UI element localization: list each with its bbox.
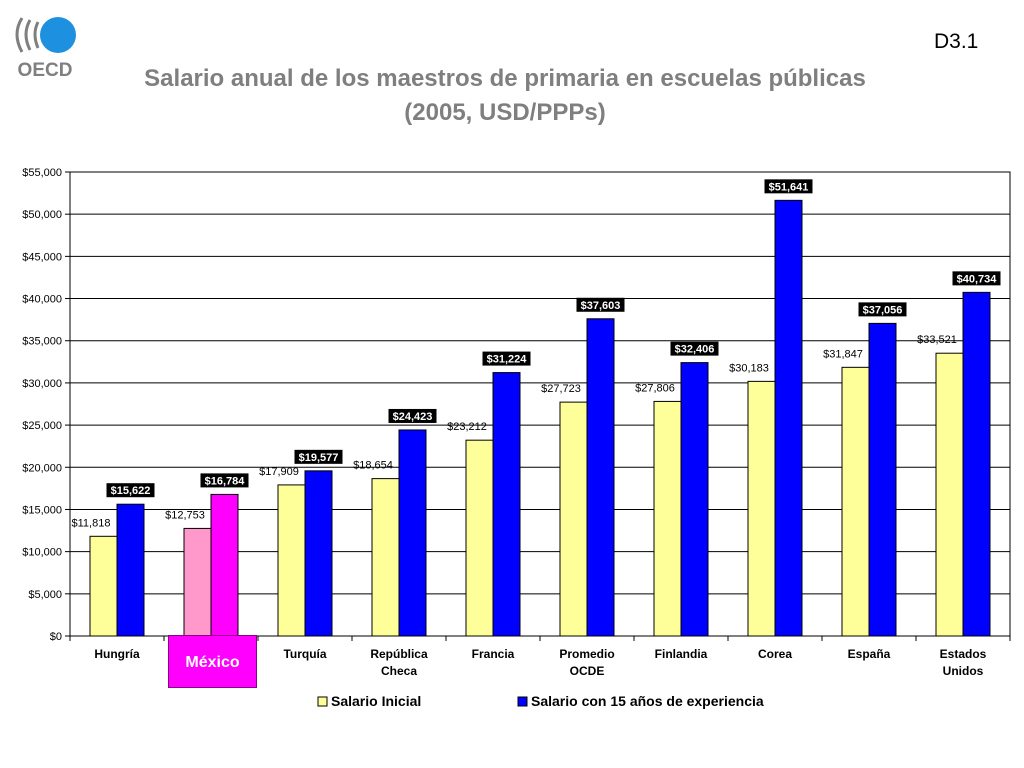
category-label: Corea [758,647,792,661]
y-tick-label: $20,000 [22,462,62,474]
y-tick-label: $30,000 [22,378,62,390]
value-label-experienced: $51,641 [769,181,809,193]
value-label-initial: $12,753 [165,509,205,521]
value-label-experienced: $24,423 [393,411,433,423]
value-label-experienced: $37,603 [581,300,621,312]
bar-initial [559,401,588,637]
value-label-bg [388,408,437,423]
bar-experienced [962,291,991,637]
value-label-experienced: $31,224 [487,354,528,366]
legend-label-initial: Salario Inicial [331,693,421,709]
y-tick-label: $35,000 [22,336,62,348]
value-label-initial: $17,909 [259,466,299,478]
value-label-initial: $23,212 [447,421,487,433]
value-label-bg [858,302,907,317]
bar-initial [371,478,400,637]
legend-swatch-initial [317,696,328,707]
legend-swatch-experienced [517,696,528,707]
value-label-bg [200,473,249,488]
bar-initial [747,380,776,637]
value-label-initial: $27,723 [541,383,581,395]
value-label-experienced: $16,784 [205,475,246,487]
category-label: Estados [940,647,987,661]
category-label: Finlandia [655,647,708,661]
bar-experienced [680,362,709,637]
bar-experienced [868,322,897,637]
value-label-initial: $31,847 [823,348,863,360]
chart-title: Salario anual de los maestros de primari… [144,65,866,126]
bar-initial [277,484,306,637]
bar-initial [653,400,682,637]
category-label: Francia [472,647,515,661]
bar-experienced [116,503,145,637]
category-label: OCDE [570,664,605,678]
y-tick-label: $15,000 [22,504,62,516]
bar-initial [89,535,118,637]
oecd-logo-text: OECD [18,60,73,80]
y-tick-label: $45,000 [22,251,62,263]
category-label: República [370,647,428,661]
bar-experienced [586,318,615,637]
value-label-bg [482,351,531,366]
value-label-initial: $11,818 [72,517,111,529]
oecd-logo: OECD [15,17,76,80]
value-label-bg [106,483,155,498]
value-label-initial: $30,183 [729,362,769,374]
y-tick-label: $40,000 [22,294,62,306]
value-label-bg [764,179,813,194]
category-label: Turquía [283,647,326,661]
slide-code: D3.1 [934,30,979,53]
y-tick-label: $10,000 [22,547,62,559]
y-tick-label: $55,000 [22,167,62,179]
category-label: Promedio [559,647,614,661]
category-label: España [848,647,891,661]
y-tick-label: $0 [50,631,62,643]
bar-experienced [304,470,333,637]
bar-initial [183,527,212,637]
value-label-initial: $27,806 [635,382,675,394]
category-label: Checa [381,664,417,678]
bar-initial [465,439,494,637]
value-label-bg [952,271,1001,286]
value-label-experienced: $19,577 [299,452,339,464]
y-tick-label: $50,000 [22,209,62,221]
bar-initial [841,366,870,637]
value-label-experienced: $32,406 [675,344,715,356]
value-label-bg [576,297,625,312]
y-tick-label: $5,000 [28,589,62,601]
category-label: Unidos [943,664,984,678]
bar-initial [935,352,964,637]
bar-experienced [210,493,239,637]
bar-experienced [398,429,427,637]
y-tick-label: $25,000 [22,420,62,432]
value-label-experienced: $40,734 [957,273,998,285]
bar-chart: $0 $5,000 $10,000 $15,000 $20,000 $25,000 $30,… [22,167,1011,709]
value-label-initial: $33,521 [917,334,957,346]
value-label-experienced: $15,622 [111,485,151,497]
value-label-initial: $18,654 [353,460,393,472]
value-label-bg [294,449,343,464]
value-label-experienced: $37,056 [863,304,903,316]
value-label-bg [670,341,719,356]
bar-experienced [774,199,803,637]
legend-label-experienced: Salario con 15 años de experiencia [531,693,764,709]
mexico-highlight-label: México [168,635,257,688]
category-label: Hungría [94,647,140,661]
bar-experienced [492,372,521,637]
